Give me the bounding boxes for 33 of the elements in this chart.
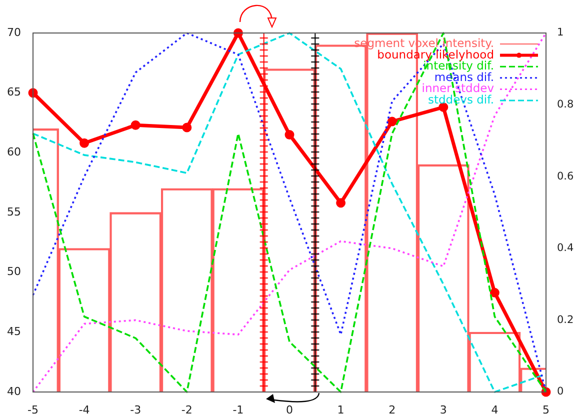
point — [284, 130, 294, 140]
y2-tick-label: 0.8 — [557, 98, 574, 111]
point — [182, 122, 192, 132]
x-tick-label: 2 — [388, 403, 396, 416]
x-tick-label: 0 — [286, 403, 293, 416]
point — [233, 28, 243, 38]
x-tick-label: 3 — [440, 403, 447, 416]
x-tick-label: -4 — [78, 403, 90, 416]
y-tick-label: 55 — [7, 205, 21, 218]
x-tick-label: -1 — [232, 403, 244, 416]
x-tick-label: 5 — [542, 403, 550, 416]
y-tick-label: 50 — [7, 265, 21, 278]
point — [28, 88, 38, 98]
y2-tick-label: 0.2 — [557, 314, 574, 326]
y2-tick-label: 0.4 — [557, 242, 574, 254]
y-tick-label: 70 — [7, 26, 21, 39]
x-tick-label: -3 — [130, 403, 142, 416]
x-tick-label: -5 — [28, 403, 38, 416]
x-tick-label: 4 — [491, 403, 498, 416]
point — [387, 116, 397, 126]
y2-tick-label: 1 — [557, 26, 564, 39]
y-tick-label: 40 — [7, 384, 21, 398]
y-tick-label: 65 — [7, 86, 21, 99]
point — [130, 120, 140, 130]
y2-tick-label: 0.6 — [557, 170, 574, 182]
y2-tick-label: 0 — [557, 386, 564, 398]
point — [490, 288, 500, 298]
point — [336, 198, 346, 208]
x-tick-label: -2 — [181, 403, 192, 416]
x-tick-label: 1 — [337, 403, 344, 416]
y-tick-label: 45 — [7, 325, 21, 338]
y-tick-label: 60 — [7, 146, 21, 159]
point — [80, 138, 90, 148]
